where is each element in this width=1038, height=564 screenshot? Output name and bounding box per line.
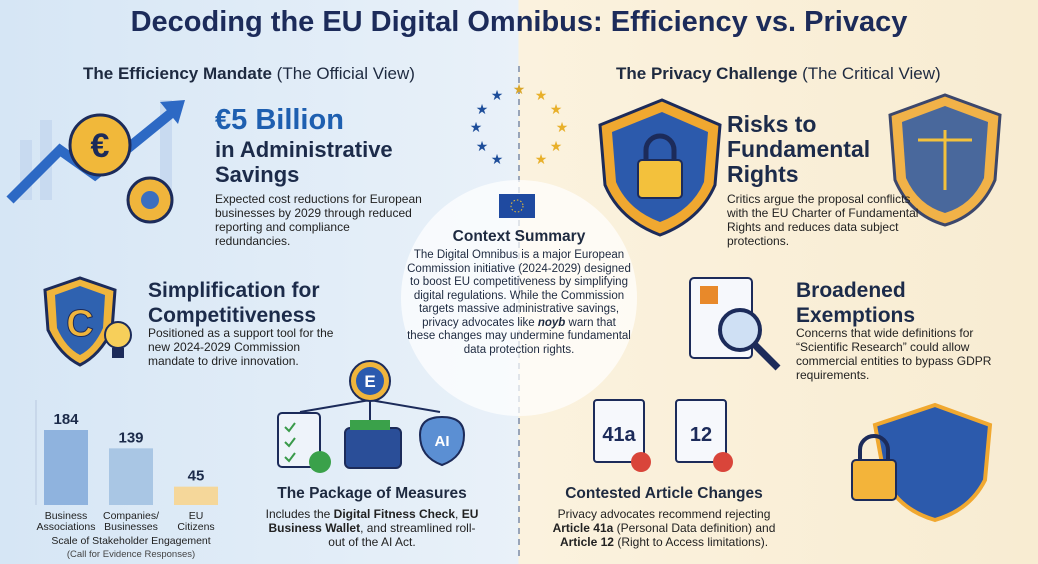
eu-stars: ★ ★★★★★ ★★★★★ [470, 81, 569, 167]
svg-text:★: ★ [491, 87, 504, 103]
text: EU Business Wallet [268, 507, 479, 535]
context-title: Context Summary [452, 228, 586, 245]
bar [44, 430, 88, 505]
eu-flag [499, 194, 535, 218]
exemptions-body: Concerns that wide definitions for “Scie… [796, 326, 992, 382]
text: Privacy advocates recommend rejecting [557, 507, 771, 521]
text: Article 12 [559, 535, 614, 549]
text: , and streamlined roll-out of the AI Act… [328, 521, 476, 549]
category-label: Business Associations [37, 510, 96, 533]
category-label: EU Citizens [177, 510, 214, 533]
heading: The Efficiency Mandate [83, 64, 272, 83]
svg-text:★: ★ [470, 119, 483, 135]
savings-icon: € [6, 100, 185, 224]
chart-subcaption: (Call for Evidence Responses) [67, 549, 195, 560]
articles-title: Contested Article Changes [565, 485, 763, 502]
value-label: 184 [53, 411, 79, 428]
svg-text:★: ★ [550, 138, 563, 154]
svg-text:★: ★ [535, 151, 548, 167]
simplification-body: Positioned as a support tool for the new… [148, 326, 334, 368]
risks-title: Risks to Fundamental Rights [727, 111, 871, 187]
package-body: Includes the Digital Fitness Check, EU B… [262, 507, 482, 549]
bar [174, 486, 218, 505]
category-label: Companies/Businesses [103, 510, 159, 533]
exemptions-icon [689, 277, 781, 371]
competitiveness-icon: C [43, 276, 132, 367]
section-heading: The Efficiency Mandate (The Official Vie… [83, 64, 415, 84]
chart-caption: Scale of Stakeholder Engagement [51, 535, 210, 547]
center-disc [401, 180, 637, 416]
article-icons [593, 399, 993, 523]
simplification-title: Simplification for Competitiveness [148, 279, 320, 327]
savings-amount: €5 Billion [215, 104, 344, 136]
bar [109, 448, 153, 505]
text: Article 41a [552, 521, 614, 535]
article-icon-label: 41a [602, 424, 636, 446]
context-body: The Digital Omnibus is a major European … [407, 249, 631, 357]
heading: The Privacy Challenge [616, 64, 798, 83]
engagement-chart: 184 Business Associations 139 Companies/Busi… [35, 400, 218, 560]
eu-flag-stars [510, 199, 524, 213]
text: Digital Fitness Check [333, 507, 456, 521]
value-label: 139 [118, 429, 143, 446]
page-title: Decoding the EU Digital Omnibus: Efficie… [130, 6, 908, 38]
text: noyb [537, 316, 566, 329]
svg-text:★: ★ [476, 138, 489, 154]
text: Includes the [265, 507, 334, 521]
package-icons [277, 360, 466, 473]
text: warn that these changes may undermine fu… [407, 316, 631, 356]
text: (Personal Data definition) and [613, 521, 776, 535]
text: The Digital Omnibus is a major European … [407, 249, 631, 329]
svg-text:★: ★ [550, 101, 563, 117]
svg-text:★: ★ [535, 87, 548, 103]
heading-note: (The Official View) [276, 64, 415, 83]
risks-body: Critics argue the proposal conflicts wit… [727, 192, 919, 248]
svg-text:★: ★ [513, 81, 526, 97]
e-icon-label: E [364, 372, 375, 391]
value-label: 45 [188, 468, 205, 485]
ai-icon-label: AI [435, 433, 450, 450]
package-title: The Package of Measures [277, 485, 467, 502]
savings-title: in Administrative Savings [215, 137, 393, 187]
exemptions-title: Broadened Exemptions [796, 279, 916, 327]
risks-icon [598, 93, 1002, 237]
svg-text:★: ★ [476, 101, 489, 117]
svg-text:★: ★ [556, 119, 569, 135]
savings-body: Expected cost reductions for European bu… [215, 192, 422, 248]
svg-text:€: € [91, 127, 110, 165]
articles-body: Privacy advocates recommend rejecting Ar… [544, 507, 784, 549]
article-icon-label: 12 [690, 424, 712, 446]
heading-note: (The Critical View) [802, 64, 941, 83]
section-heading: The Privacy Challenge (The Critical View… [616, 64, 941, 84]
text: , [455, 507, 462, 521]
svg-text:★: ★ [491, 151, 504, 167]
svg-text:C: C [66, 303, 93, 345]
text: (Right to Access limitations). [613, 535, 769, 549]
